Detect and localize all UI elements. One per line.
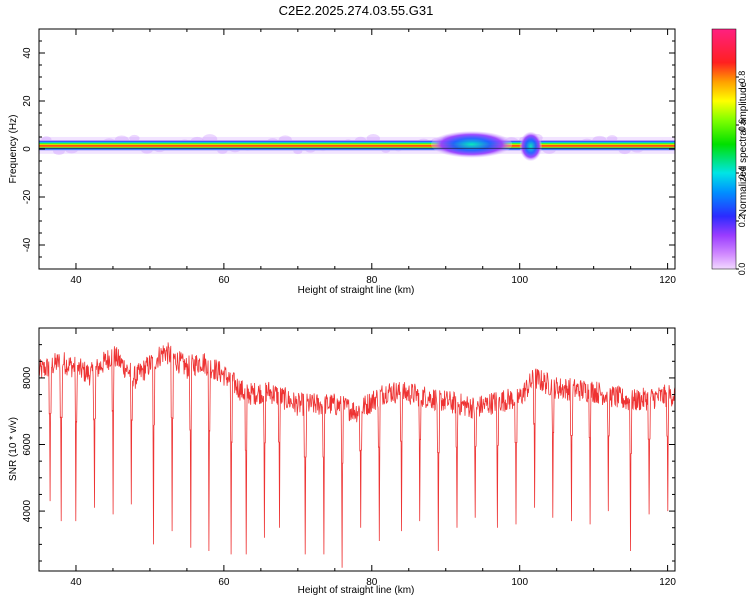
colorbar-scale bbox=[712, 29, 736, 269]
spectrogram-ylabel: Frequency (Hz) bbox=[8, 115, 19, 184]
snr-panel: 40 60 80 100 120 4000 6000 8000 Height of strai… bbox=[8, 327, 676, 596]
spectrogram-ytick-label: -20 bbox=[22, 189, 33, 204]
spectrogram-speckle bbox=[129, 134, 140, 142]
figure-title: C2E2.2025.274.03.55.G31 bbox=[279, 3, 434, 18]
snr-series-line bbox=[39, 342, 675, 568]
spectrogram-xtick-label: 40 bbox=[70, 275, 82, 286]
spectrogram-xtick-label: 80 bbox=[366, 275, 378, 286]
spectrogram-ytick-label: 0 bbox=[22, 146, 33, 152]
colorbar-tick-label: 0.4 bbox=[737, 167, 747, 180]
spectrogram-xlabel: Height of straight line (km) bbox=[298, 285, 415, 296]
spectrogram-anomaly-blob bbox=[519, 131, 542, 161]
spectrogram-xtick-label: 60 bbox=[218, 275, 230, 286]
snr-background bbox=[39, 328, 675, 571]
spectrogram-anomaly-blob bbox=[430, 131, 513, 158]
spectrogram-features bbox=[39, 131, 675, 161]
spectrogram-axes: 40 60 80 100 120 -40 -20 0 20 40 bbox=[22, 28, 676, 286]
snr-xlabel: Height of straight line (km) bbox=[298, 585, 415, 596]
colorbar-tick-label: 0.0 bbox=[737, 263, 747, 276]
colorbar-frame bbox=[711, 28, 737, 270]
colorbar-tick-label: 0.2 bbox=[737, 215, 747, 228]
spectrogram-main-band bbox=[39, 140, 675, 151]
spectrogram-xtick-label: 120 bbox=[659, 275, 676, 286]
snr-ytick-label: 4000 bbox=[22, 500, 33, 523]
snr-xtick-label: 80 bbox=[366, 577, 378, 588]
snr-ytick-label: 8000 bbox=[22, 366, 33, 389]
snr-ylabel: SNR (10 * v/v) bbox=[8, 417, 19, 481]
snr-axes: 40 60 80 100 120 4000 6000 8000 bbox=[22, 327, 676, 588]
spectrogram-xtick-label: 100 bbox=[511, 275, 528, 286]
snr-xtick-label: 60 bbox=[218, 577, 230, 588]
colorbar: 0.0 0.2 0.4 0.6 0.8 Normalized spectral ampl… bbox=[711, 28, 749, 276]
spectrogram-ytick-label: 20 bbox=[22, 95, 33, 107]
spectrogram-ytick-label: -40 bbox=[22, 237, 33, 252]
snr-xtick-label: 40 bbox=[70, 577, 82, 588]
spectrogram-panel: 40 60 80 100 120 -40 -20 0 20 40 Height of straig… bbox=[8, 28, 676, 296]
colorbar-ticks: 0.0 0.2 0.4 0.6 0.8 bbox=[711, 28, 747, 276]
snr-xtick-label: 100 bbox=[511, 577, 528, 588]
colorbar-label: Normalized spectral amplitude bbox=[738, 81, 749, 216]
colorbar-tick-label: 0.8 bbox=[737, 71, 747, 84]
snr-ytick-label: 6000 bbox=[22, 433, 33, 456]
snr-frame bbox=[38, 327, 676, 572]
colorbar-tick-label: 0.6 bbox=[737, 119, 747, 132]
snr-xtick-label: 120 bbox=[659, 577, 676, 588]
spectrogram-ytick-label: 40 bbox=[22, 47, 33, 59]
